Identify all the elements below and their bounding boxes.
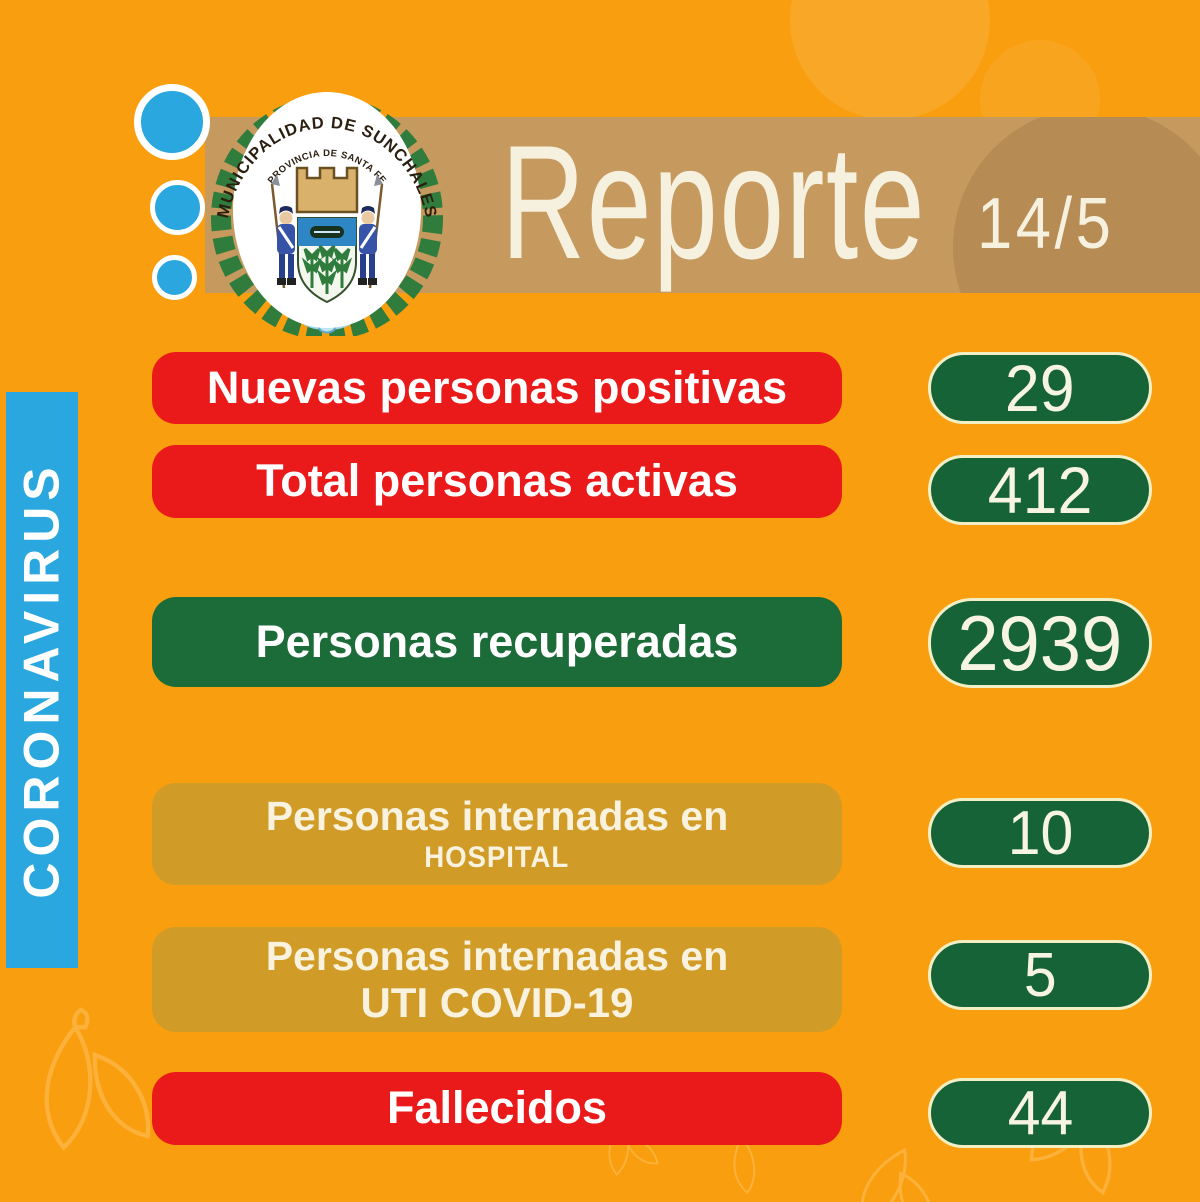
coronavirus-banner-label: CORONAVIRUS: [14, 461, 71, 899]
stat-value-text: 5: [1023, 940, 1057, 1010]
stat-value-text: 44: [1007, 1078, 1073, 1148]
stat-sublabel-text: HOSPITAL: [424, 840, 570, 874]
stat-value-internados-uti: 5: [928, 940, 1152, 1010]
stat-label-text: Fallecidos: [386, 1082, 608, 1134]
stat-value-text: 412: [987, 453, 1093, 527]
blue-dot-large: [134, 84, 210, 160]
report-date: 14/5: [977, 184, 1115, 264]
blue-dot-small: [152, 255, 197, 300]
stat-label-text: Nuevas personas positivas: [206, 361, 788, 413]
stat-label-text: Personas internadas en: [265, 792, 729, 839]
report-title: Reporte: [501, 117, 927, 293]
decor-dark-circle: [953, 117, 1200, 293]
stat-label-internados-uti: Personas internadas en UTI COVID-19: [152, 927, 842, 1032]
stat-label-internados-hospital: Personas internadas en HOSPITAL: [152, 783, 842, 885]
stat-value-fallecidos: 44: [928, 1078, 1152, 1148]
stat-value-text: 10: [1007, 798, 1073, 868]
stat-label-recuperadas: Personas recuperadas: [152, 597, 842, 687]
soldier-right-icon: [358, 174, 384, 289]
stat-value-text: 29: [1005, 351, 1075, 425]
stat-label-text: Total personas activas: [256, 455, 738, 507]
decor-light-circle: [790, 0, 990, 120]
stat-value-internados-hospital: 10: [928, 798, 1152, 868]
blue-dot-medium: [150, 180, 205, 235]
stat-value-text: 2939: [957, 598, 1123, 687]
stat-label-fallecidos: Fallecidos: [152, 1072, 842, 1145]
castle-crown-icon: [295, 166, 359, 214]
stat-sublabel-text: UTI COVID-19: [360, 978, 634, 1026]
stat-label-text: Personas internadas en: [265, 932, 729, 979]
stat-label-text: Personas recuperadas: [255, 615, 739, 667]
stat-value-recuperadas: 2939: [928, 598, 1152, 688]
stat-value-nuevas-positivas: 29: [928, 351, 1152, 425]
stat-value-total-activas: 412: [928, 453, 1152, 527]
coronavirus-banner: CORONAVIRUS: [6, 392, 78, 968]
shield-icon: [297, 217, 357, 304]
municipality-logo: MUNICIPALIDAD DE SUNCHALES PROVINCIA DE …: [211, 92, 443, 336]
stat-label-total-activas: Total personas activas: [152, 445, 842, 518]
stat-label-nuevas-positivas: Nuevas personas positivas: [152, 352, 842, 424]
soldier-left-icon: [270, 174, 296, 289]
